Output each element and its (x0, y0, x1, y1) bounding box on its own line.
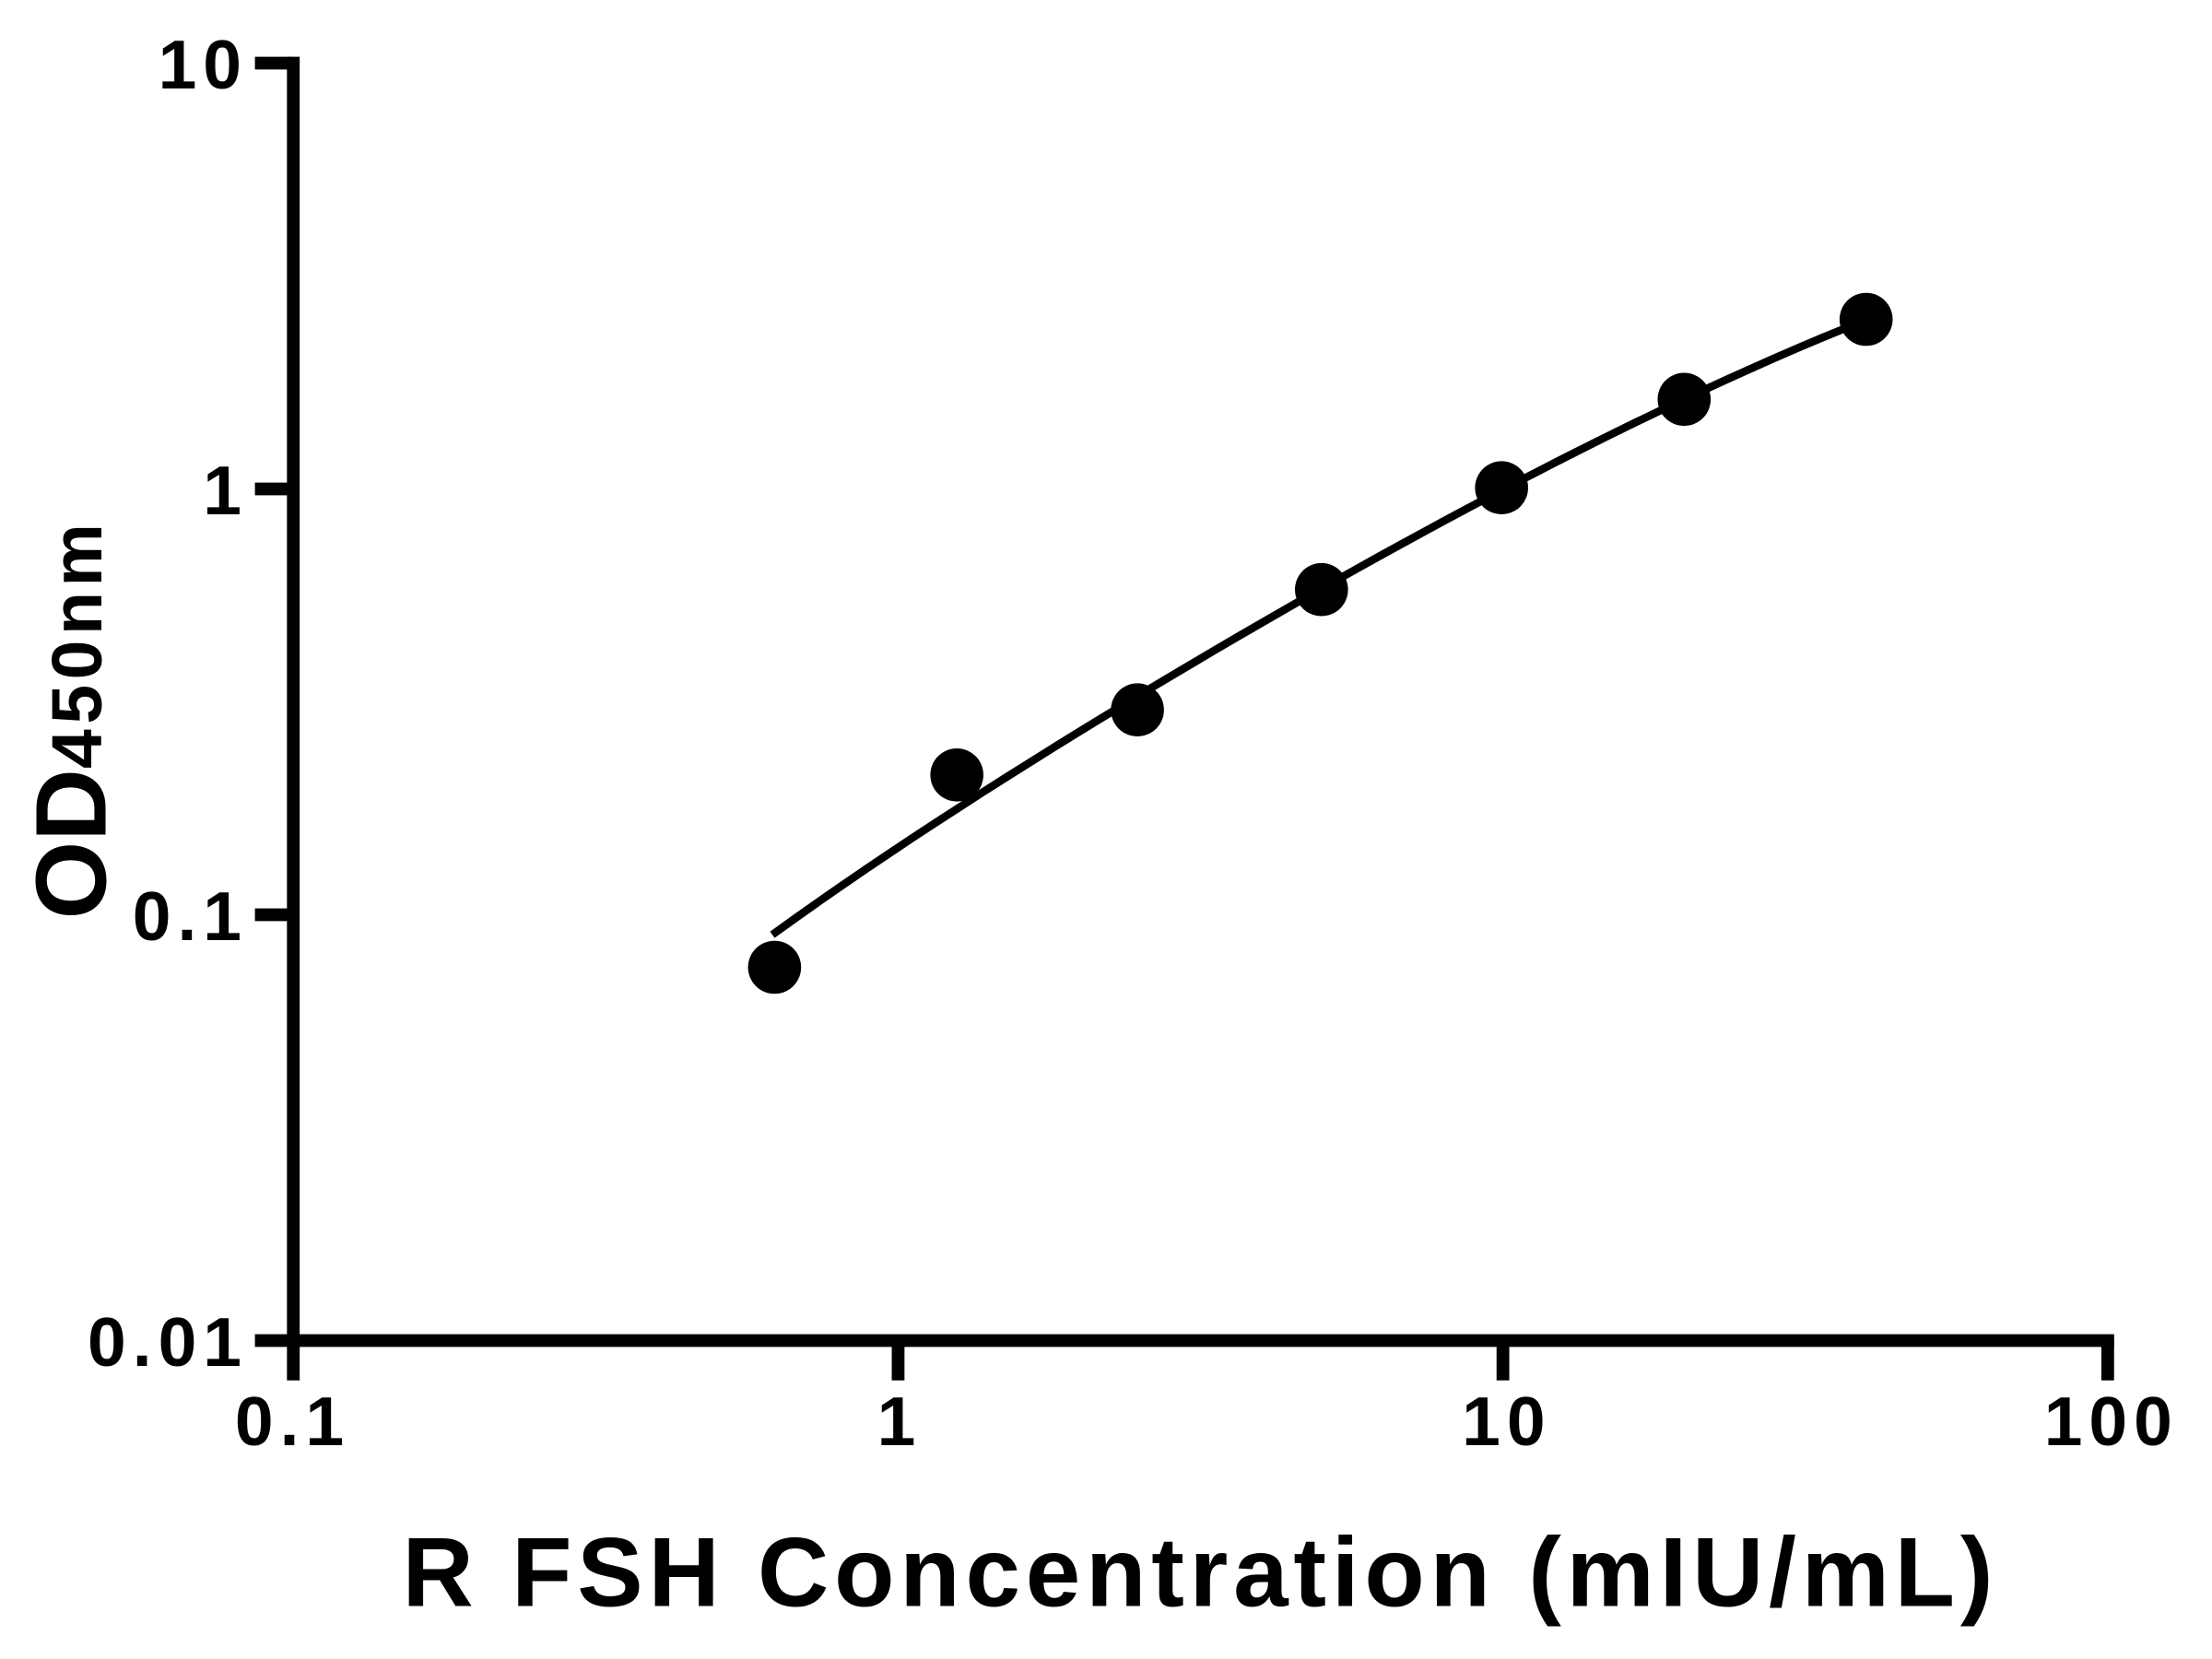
svg-text:R FSH Concentration (mIU/mL): R FSH Concentration (mIU/mL) (403, 1517, 1999, 1628)
svg-text:10: 10 (1462, 1382, 1551, 1460)
svg-text:100: 100 (2044, 1382, 2179, 1460)
svg-text:1: 1 (877, 1382, 923, 1460)
svg-text:0.01: 0.01 (88, 1303, 248, 1381)
svg-text:0.1: 0.1 (235, 1382, 350, 1460)
svg-text:10: 10 (159, 26, 248, 103)
svg-text:1: 1 (203, 452, 248, 529)
svg-text:0.1: 0.1 (133, 877, 248, 955)
